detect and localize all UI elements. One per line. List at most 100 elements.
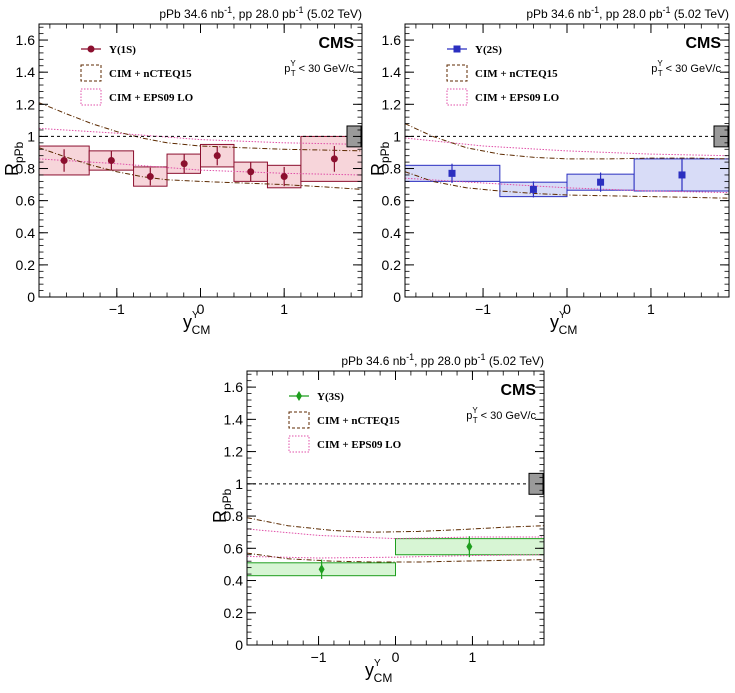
legend-marker — [296, 391, 302, 401]
y-tick-label: 0.8 — [16, 161, 36, 177]
legend-label: Υ(1S) — [109, 44, 136, 56]
legend-label: CIM + nCTEQ15 — [109, 68, 192, 80]
y-tick-label: 1.2 — [224, 444, 244, 460]
y-tick-label: 1 — [27, 128, 35, 144]
ncteq15-upper-curve — [405, 123, 729, 160]
chart-panel-2: 0 0.2 0.4 0.6 0.8 1 1.2 1.4 1.6 −1 0 1 pPb 34.6 nb-1… — [368, 5, 730, 337]
y-tick-label: 0.4 — [224, 573, 244, 589]
lumi-header: pPb 34.6 nb-1, pp 28.0 pb-1 (5.02 TeV) — [526, 5, 729, 21]
legend-ncteq15-swatch — [80, 64, 102, 82]
eps09-lower-curve — [247, 554, 544, 559]
y-tick-label: 1.2 — [16, 96, 36, 112]
data-point-5 — [213, 152, 221, 160]
y-tick-label: 0 — [27, 289, 35, 305]
chart-panel-1: 0 0.2 0.4 0.6 0.8 1 1.2 1.4 1.6 −1 0 1 pPb 34.6 nb-1… — [2, 5, 363, 337]
ncteq15-lower-curve — [405, 171, 729, 199]
y-tick-label: 1.4 — [224, 411, 244, 427]
data-point-1 — [448, 169, 456, 177]
legend-ncteq15-swatch — [446, 64, 468, 82]
chart-panel-3: 0 0.2 0.4 0.6 0.8 1 1.2 1.4 1.6 −1 0 1 pPb 34.6 nb-1… — [210, 352, 545, 685]
lumi-header: pPb 34.6 nb-1, pp 28.0 pb-1 (5.02 TeV) — [159, 5, 362, 21]
ncteq15-lower-curve — [39, 147, 362, 190]
data-point-2 — [529, 185, 537, 193]
y-axis-title: RpPb — [210, 488, 234, 523]
data-point-3 — [597, 178, 605, 186]
y-tick-label: 0.6 — [224, 540, 244, 556]
y-tick-label: 0.6 — [16, 193, 36, 209]
legend-label: CIM + nCTEQ15 — [475, 68, 558, 80]
y-tick-label: 1.4 — [16, 64, 36, 80]
data-point-4 — [678, 171, 686, 179]
legend: Υ(1S) CIM + nCTEQ15 CIM + EPS09 LO — [80, 44, 194, 106]
y-tick-label: 0 — [235, 637, 243, 653]
plot-area — [247, 483, 544, 579]
data-point-2 — [107, 157, 115, 164]
legend: Υ(3S) CIM + nCTEQ15 CIM + EPS09 LO — [288, 391, 402, 453]
y-tick-label: 0.8 — [382, 161, 402, 177]
data-point-1 — [60, 157, 68, 164]
cms-label: CMS — [685, 35, 721, 52]
data-point-8 — [330, 155, 338, 163]
y-tick-label: 1.4 — [382, 64, 402, 80]
x-axis-title: yΥ CM — [183, 310, 210, 337]
legend-eps09-swatch — [288, 435, 310, 453]
legend-label: Υ(2S) — [475, 44, 502, 56]
x-axis-title: yΥ CM — [365, 658, 392, 685]
cms-label: CMS — [318, 35, 354, 52]
y-axis-title: RpPb — [368, 141, 392, 176]
legend: Υ(2S) CIM + nCTEQ15 CIM + EPS09 LO — [446, 44, 560, 106]
data-point-3 — [146, 173, 154, 181]
data-point-6 — [247, 168, 255, 176]
legend-ncteq15-swatch — [288, 411, 310, 429]
y-tick-label: 0.4 — [382, 225, 402, 241]
pt-cut-label: pΥ T < 30 GeV/c — [284, 59, 354, 78]
y-tick-label: 0 — [393, 289, 401, 305]
pt-cut-label: pΥ T < 30 GeV/c — [466, 406, 536, 425]
y-tick-label: 0.8 — [224, 508, 244, 524]
y-tick-label: 1.2 — [382, 96, 402, 112]
x-tick-label: −1 — [475, 301, 491, 317]
pt-cut-label: pΥ T < 30 GeV/c — [651, 59, 721, 78]
x-tick-label: 1 — [647, 301, 655, 317]
ncteq15-upper-curve — [39, 102, 362, 152]
plot-area — [39, 102, 362, 190]
legend-label: Υ(3S) — [317, 391, 344, 403]
eps09-lower-curve — [405, 177, 729, 194]
y-tick-label: 0.2 — [16, 257, 36, 273]
y-tick-label: 0.2 — [224, 605, 244, 621]
legend-eps09-swatch — [80, 88, 102, 106]
x-axis-title: yΥ CM — [550, 310, 577, 337]
plot-area — [405, 123, 729, 199]
legend-label: CIM + EPS09 LO — [109, 92, 194, 104]
x-tick-label: 0 — [563, 301, 571, 317]
y-tick-label: 0.2 — [382, 257, 402, 273]
y-tick-label: 0.4 — [16, 225, 36, 241]
eps09-lower-curve — [39, 158, 362, 176]
y-tick-label: 1.6 — [382, 32, 402, 48]
eps09-upper-curve — [39, 127, 362, 145]
x-tick-label: 0 — [197, 301, 205, 317]
data-point-2 — [466, 541, 473, 552]
legend-marker — [87, 45, 95, 53]
y-tick-label: 0.6 — [382, 193, 402, 209]
legend-label: CIM + nCTEQ15 — [317, 415, 400, 427]
x-tick-label: 1 — [280, 301, 288, 317]
x-tick-label: 0 — [392, 649, 400, 665]
lumi-header: pPb 34.6 nb-1, pp 28.0 pb-1 (5.02 TeV) — [341, 352, 544, 368]
data-point-7 — [280, 173, 288, 181]
y-tick-label: 1.6 — [224, 379, 244, 395]
cms-label: CMS — [500, 382, 536, 399]
legend-label: CIM + EPS09 LO — [475, 92, 560, 104]
eps09-upper-curve — [247, 528, 544, 540]
y-axis-title: RpPb — [2, 141, 26, 176]
data-point-1 — [318, 564, 325, 575]
y-tick-label: 1 — [393, 128, 401, 144]
ncteq15-upper-curve — [247, 517, 544, 533]
x-tick-label: −1 — [311, 649, 327, 665]
x-tick-label: −1 — [109, 301, 125, 317]
legend-eps09-swatch — [446, 88, 468, 106]
legend-label: CIM + EPS09 LO — [317, 439, 402, 451]
eps09-upper-curve — [405, 137, 729, 157]
data-point-4 — [180, 160, 188, 168]
